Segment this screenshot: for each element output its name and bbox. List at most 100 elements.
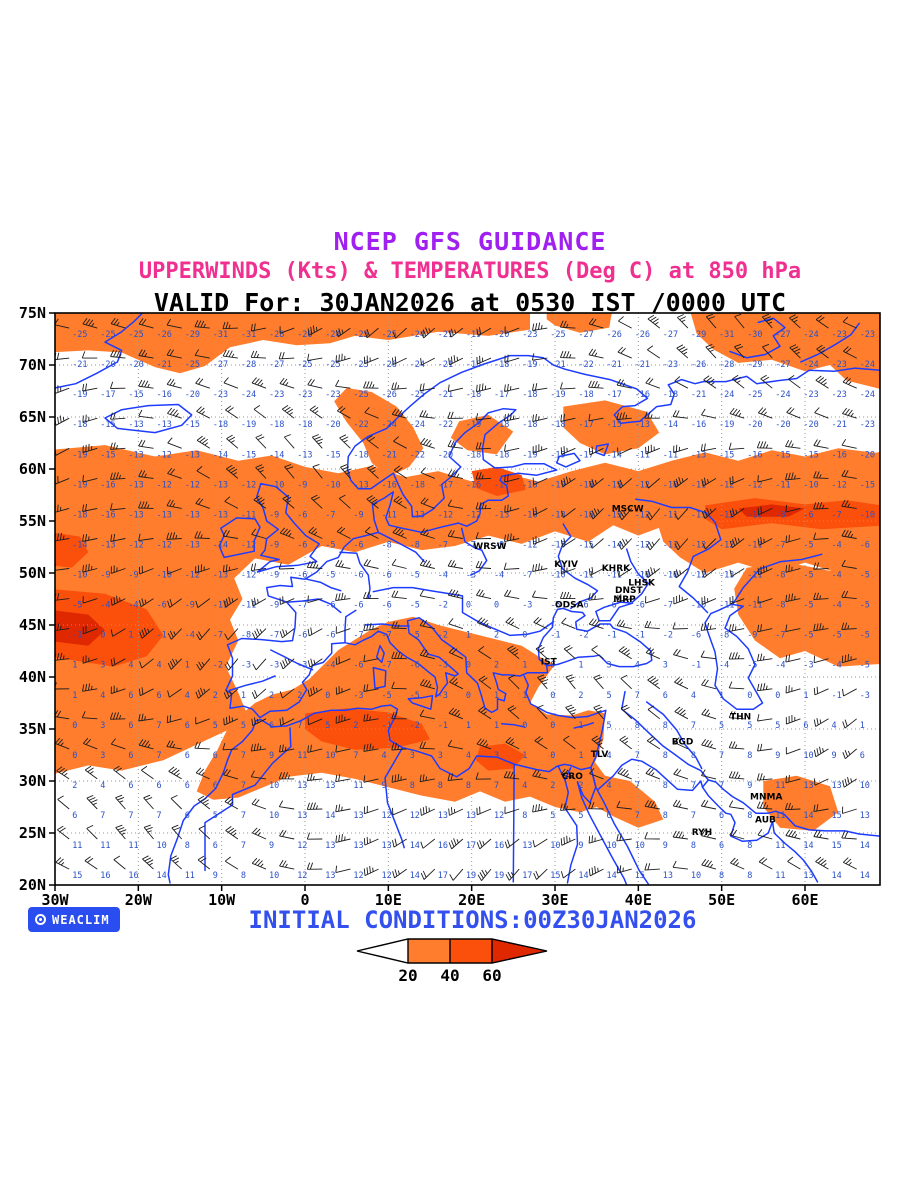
svg-text:-9: -9 [747,631,757,641]
svg-text:1: 1 [578,751,583,761]
svg-text:-1: -1 [438,721,448,731]
svg-text:-5: -5 [803,541,813,551]
svg-text:-16: -16 [100,480,115,490]
svg-text:-10: -10 [803,480,818,490]
svg-text:9: 9 [775,751,780,761]
city-label-aub: AUB [755,816,776,826]
svg-text:-25: -25 [353,390,368,400]
svg-text:6: 6 [860,751,865,761]
svg-text:-18: -18 [663,390,678,400]
svg-text:-6: -6 [353,541,363,551]
svg-text:-5: -5 [325,541,335,551]
svg-text:-2: -2 [578,631,588,641]
svg-text:2: 2 [297,691,302,701]
svg-text:1: 1 [185,661,190,671]
svg-text:4: 4 [128,661,133,671]
svg-text:-27: -27 [775,360,790,370]
svg-text:-15: -15 [719,450,734,460]
svg-text:-15: -15 [775,450,790,460]
svg-text:-9: -9 [494,541,504,551]
svg-text:-27: -27 [775,330,790,340]
svg-text:8: 8 [663,751,668,761]
svg-text:-1: -1 [157,631,167,641]
svg-text:-18: -18 [494,450,509,460]
svg-text:7: 7 [297,721,302,731]
svg-text:-15: -15 [607,480,622,490]
svg-text:7: 7 [241,781,246,791]
svg-text:-10: -10 [157,571,172,581]
legend-tick-label: 60 [482,966,501,985]
svg-text:6: 6 [157,691,162,701]
svg-text:6: 6 [719,811,724,821]
svg-text:-11: -11 [747,541,762,551]
svg-text:14: 14 [803,811,813,821]
svg-text:-11: -11 [663,541,678,551]
svg-text:-3: -3 [241,661,251,671]
svg-text:0: 0 [466,661,471,671]
weaclim-badge[interactable]: WEACLIM [28,907,120,932]
svg-text:-25: -25 [72,330,87,340]
svg-text:-12: -12 [241,480,256,490]
svg-text:6: 6 [213,751,218,761]
svg-text:14: 14 [410,871,420,881]
svg-text:-16: -16 [635,390,650,400]
svg-text:-4: -4 [832,661,842,671]
svg-text:-9: -9 [269,571,279,581]
svg-text:14: 14 [157,871,167,881]
svg-text:-13: -13 [410,510,425,520]
svg-text:1: 1 [466,631,471,641]
svg-text:-2: -2 [410,721,420,731]
svg-text:4: 4 [100,781,105,791]
svg-text:10: 10 [803,751,813,761]
svg-text:1: 1 [578,721,583,731]
svg-text:-18: -18 [72,420,87,430]
svg-text:-6: -6 [691,631,701,641]
svg-text:-10: -10 [663,480,678,490]
svg-text:12: 12 [297,841,307,851]
svg-text:-25: -25 [297,360,312,370]
graticule [55,313,880,885]
svg-text:-2: -2 [663,631,673,641]
svg-text:-12: -12 [691,571,706,581]
svg-text:10: 10 [269,781,279,791]
lat-tick-label: 25N [19,824,46,842]
svg-text:17: 17 [522,871,532,881]
svg-text:-20: -20 [860,450,875,460]
svg-text:-20: -20 [438,450,453,460]
lon-tick-label: 50E [708,891,735,909]
svg-text:-15: -15 [100,450,115,460]
svg-text:-29: -29 [185,330,200,340]
svg-text:13: 13 [325,841,335,851]
svg-text:-3: -3 [353,691,363,701]
svg-text:1: 1 [522,661,527,671]
svg-text:10: 10 [269,811,279,821]
svg-text:-5: -5 [860,571,870,581]
lon-tick-label: 30W [41,891,69,909]
svg-text:-25: -25 [185,360,200,370]
svg-text:-8: -8 [719,631,729,641]
svg-text:16: 16 [438,841,448,851]
svg-text:-10: -10 [72,571,87,581]
svg-text:-31: -31 [213,330,228,340]
svg-text:-7: -7 [297,601,307,611]
svg-text:-11: -11 [635,450,650,460]
svg-text:12: 12 [382,811,392,821]
svg-text:6: 6 [803,721,808,731]
lat-tick-label: 50N [19,564,46,582]
svg-text:-19: -19 [466,420,481,430]
svg-text:-8: -8 [775,571,785,581]
svg-text:-6: -6 [157,601,167,611]
svg-text:11: 11 [775,781,785,791]
lon-tick-label: 40E [625,891,652,909]
svg-text:6: 6 [128,751,133,761]
svg-text:8: 8 [747,841,752,851]
svg-text:-24: -24 [860,360,875,370]
svg-text:-17: -17 [100,390,115,400]
svg-text:-9: -9 [269,510,279,520]
svg-text:-13: -13 [128,420,143,430]
svg-text:-20: -20 [100,360,115,370]
svg-text:13: 13 [803,781,813,791]
svg-text:-4: -4 [100,601,110,611]
svg-text:-3: -3 [297,661,307,671]
svg-text:5: 5 [550,811,555,821]
